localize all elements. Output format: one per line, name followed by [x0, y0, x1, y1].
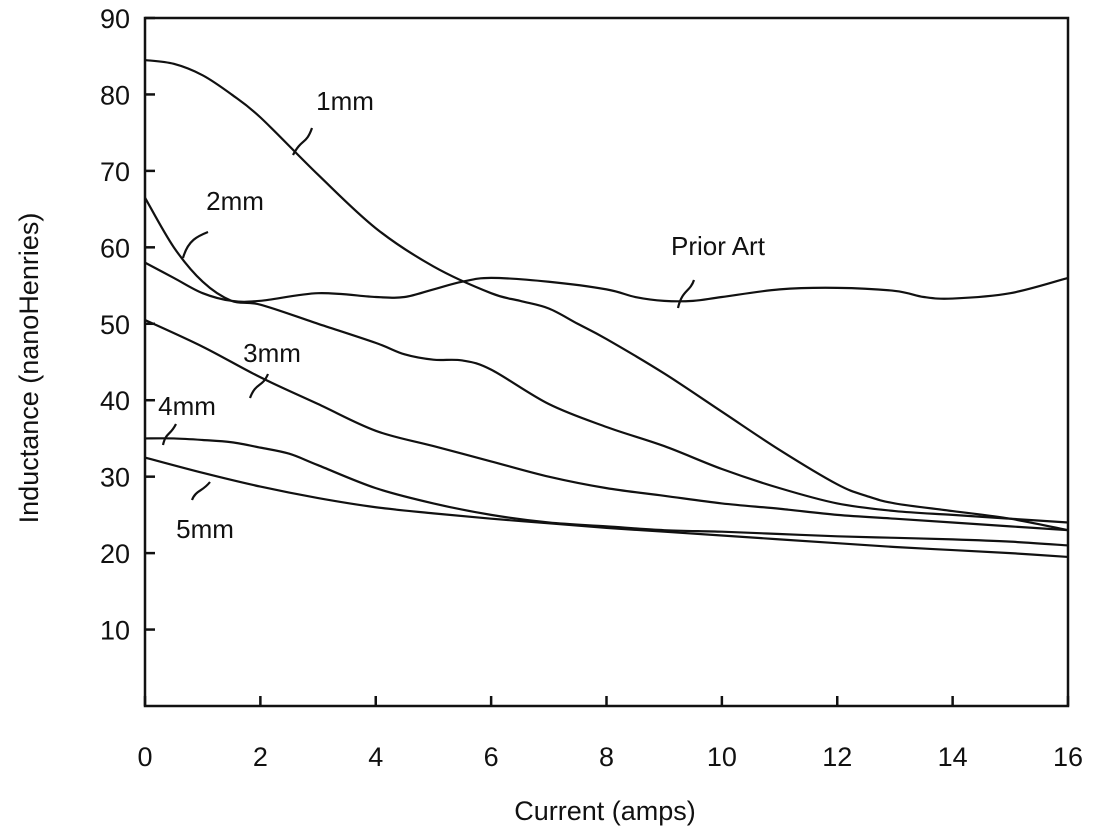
series-label-3mm: 3mm	[243, 338, 301, 368]
series-label-5mm: 5mm	[176, 514, 234, 544]
y-tick-label: 80	[100, 80, 130, 110]
leader-1mm	[292, 127, 314, 156]
leader-2mm	[181, 230, 209, 259]
leader-prior-art	[676, 279, 696, 309]
leader-4mm	[161, 423, 177, 446]
series-line-4mm	[144, 437, 1069, 547]
x-tick-label: 8	[599, 742, 614, 772]
y-tick-label: 70	[100, 157, 130, 187]
leader-3mm	[248, 373, 270, 399]
y-tick-label: 20	[100, 539, 130, 569]
series-line-5mm	[144, 456, 1069, 559]
leader-5mm	[190, 481, 211, 501]
y-tick-label: 60	[100, 233, 130, 263]
series-label-1mm: 1mm	[316, 86, 374, 116]
series-label-prior-art: Prior Art	[671, 231, 766, 261]
x-axis-title: Current (amps)	[514, 796, 696, 826]
series-line-1mm	[144, 58, 1069, 532]
x-tick-label: 12	[822, 742, 852, 772]
y-tick-label: 50	[100, 310, 130, 340]
x-tick-label: 6	[484, 742, 499, 772]
series-label-2mm: 2mm	[206, 186, 264, 216]
x-tick-label: 2	[253, 742, 268, 772]
x-tick-label: 16	[1053, 742, 1083, 772]
y-tick-label: 90	[100, 4, 130, 34]
series-line-prior-art	[144, 261, 1069, 303]
y-axis-title: Inductance (nanoHenries)	[14, 213, 44, 524]
y-tick-label: 40	[100, 386, 130, 416]
y-tick-label: 30	[100, 463, 130, 493]
x-tick-label: 10	[707, 742, 737, 772]
y-tick-label: 10	[100, 616, 130, 646]
series-line-3mm	[144, 318, 1069, 532]
x-tick-label: 0	[137, 742, 152, 772]
x-tick-label: 4	[368, 742, 383, 772]
x-tick-label: 14	[938, 742, 968, 772]
series-line-2mm	[144, 197, 1069, 524]
series-label-4mm: 4mm	[158, 391, 216, 421]
